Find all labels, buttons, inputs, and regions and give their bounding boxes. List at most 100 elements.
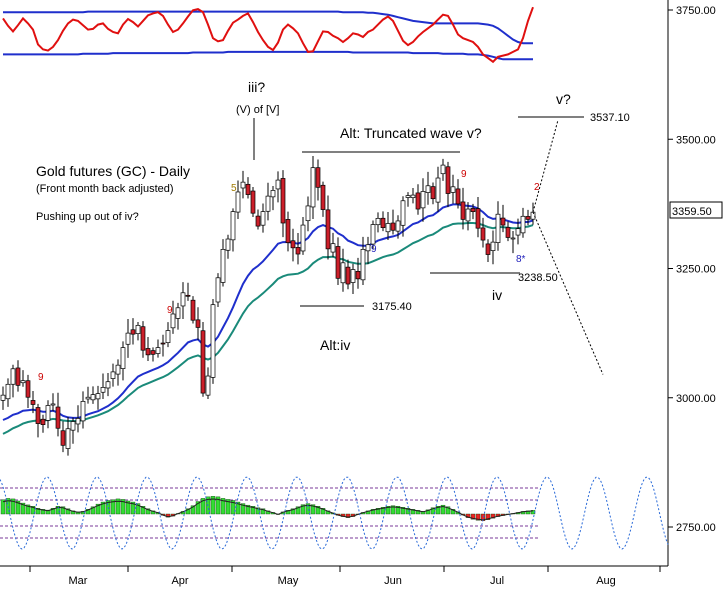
date-axis: Mar Apr May Jun Jul Aug <box>29 566 661 587</box>
candlesticks <box>0 156 536 456</box>
osc-bottom-bar <box>435 506 441 515</box>
candle-body <box>130 329 136 335</box>
chart-subtitle: (Front month back adjusted) <box>36 183 174 195</box>
candle-body <box>375 218 381 226</box>
osc-bottom-bar <box>40 509 46 515</box>
osc-bottom-bar <box>295 506 301 515</box>
y-tick-label: 3500.00 <box>676 134 716 146</box>
candle-body <box>295 247 301 255</box>
osc-bottom-bar <box>390 505 396 515</box>
candle-body <box>445 166 451 194</box>
candle-body <box>75 418 81 425</box>
osc-bottom-bar <box>400 507 406 515</box>
osc-bottom-bar <box>0 499 6 515</box>
level-3175-label: 3175.40 <box>372 301 412 313</box>
x-tick-label: Apr <box>171 575 188 587</box>
osc-bottom-bar <box>15 500 21 515</box>
candle-body <box>355 270 361 280</box>
last-price-label: 3359.50 <box>672 206 712 218</box>
osc-bottom-bar <box>190 505 196 515</box>
candle-body <box>325 209 331 250</box>
osc-bottom-bar <box>440 504 446 515</box>
osc-bottom-bar <box>85 509 91 515</box>
candle-body <box>145 348 151 356</box>
osc-bottom-bar <box>200 498 206 515</box>
osc-bottom-bar <box>250 506 256 515</box>
osc-bottom-bar <box>345 513 351 518</box>
level-3537-label: 3537.10 <box>590 112 630 124</box>
osc-bottom-bar <box>130 501 136 515</box>
wave-label-truncated-v: Alt: Truncated wave v? <box>340 125 482 141</box>
candle-body <box>405 195 411 198</box>
candle-body <box>285 219 291 244</box>
candle-body <box>190 299 196 321</box>
osc-bottom-bar <box>65 508 71 515</box>
candle-body <box>470 208 476 212</box>
projection-up-line <box>532 119 559 213</box>
candle-body <box>425 185 431 193</box>
candle-body <box>365 244 371 252</box>
last-price-box <box>669 201 723 219</box>
candle-body <box>60 430 66 446</box>
candle-body <box>210 304 216 378</box>
wave-label-iv: iv <box>492 287 502 303</box>
osc-bottom-bar <box>450 509 456 515</box>
candle-body <box>220 249 226 283</box>
candle-body <box>5 383 11 400</box>
osc-bottom-bar <box>185 508 191 515</box>
osc-bottom-bar <box>310 504 316 515</box>
bottom-oscillator-panel <box>0 476 669 550</box>
candle-body <box>110 371 116 379</box>
y-tick-label: 3250.00 <box>676 264 716 276</box>
moving-averages <box>2 203 534 435</box>
osc-bottom-bar <box>140 506 146 515</box>
osc-bottom-bar <box>485 513 491 520</box>
candle-body <box>185 294 191 297</box>
cycle-projection-wave <box>0 476 669 550</box>
candle-body <box>125 332 131 345</box>
osc-bottom-bar <box>475 513 481 521</box>
candle-body <box>270 190 276 198</box>
candle-body <box>385 223 391 233</box>
wave-label-iii: iii? <box>248 79 265 95</box>
candle-body <box>305 205 311 222</box>
candle-body <box>415 192 421 210</box>
candle-body <box>300 224 306 252</box>
osc-bottom-bar <box>25 504 31 515</box>
candle-body <box>460 201 466 220</box>
wave-label-v-of-v: (V) of [V] <box>236 104 279 116</box>
osc-bottom-bar <box>415 510 421 515</box>
y-tick-label: 3000.00 <box>676 393 716 405</box>
osc-bottom-bar <box>410 509 416 515</box>
osc-bottom-bar <box>290 508 296 515</box>
candle-body <box>25 380 31 398</box>
wave-label-alt-iv: Alt:iv <box>320 337 350 353</box>
x-tick-label: Jun <box>384 575 402 587</box>
x-tick-label: May <box>278 575 299 587</box>
candle-body <box>380 217 386 229</box>
candle-body <box>240 181 246 189</box>
candle-body <box>400 200 406 226</box>
candle-body <box>330 243 336 253</box>
price-axis: 2750.00 3000.00 3250.00 3500.00 3750.00 <box>668 5 716 534</box>
osc-bottom-bar <box>90 506 96 515</box>
candle-body <box>235 191 241 213</box>
candle-body <box>105 381 111 389</box>
osc-bottom-bar <box>445 506 451 515</box>
top-oscillator-panel <box>2 6 534 64</box>
osc-bottom-bar <box>260 508 266 515</box>
osc-bottom-bar <box>195 501 201 515</box>
candle-body <box>200 330 206 394</box>
osc-bottom-bar <box>380 507 386 515</box>
osc-bottom-bar <box>375 508 381 515</box>
candle-body <box>420 191 426 209</box>
candle-body <box>215 277 221 303</box>
osc-bottom-bar <box>115 498 121 515</box>
candle-body <box>115 364 121 375</box>
x-tick-label: Jul <box>490 575 504 587</box>
y-tick-label: 3750.00 <box>676 5 716 17</box>
moving-average-fast <box>2 203 534 421</box>
osc-bottom-bar <box>50 508 56 515</box>
candle-body <box>95 393 101 400</box>
candle-body <box>80 401 86 422</box>
